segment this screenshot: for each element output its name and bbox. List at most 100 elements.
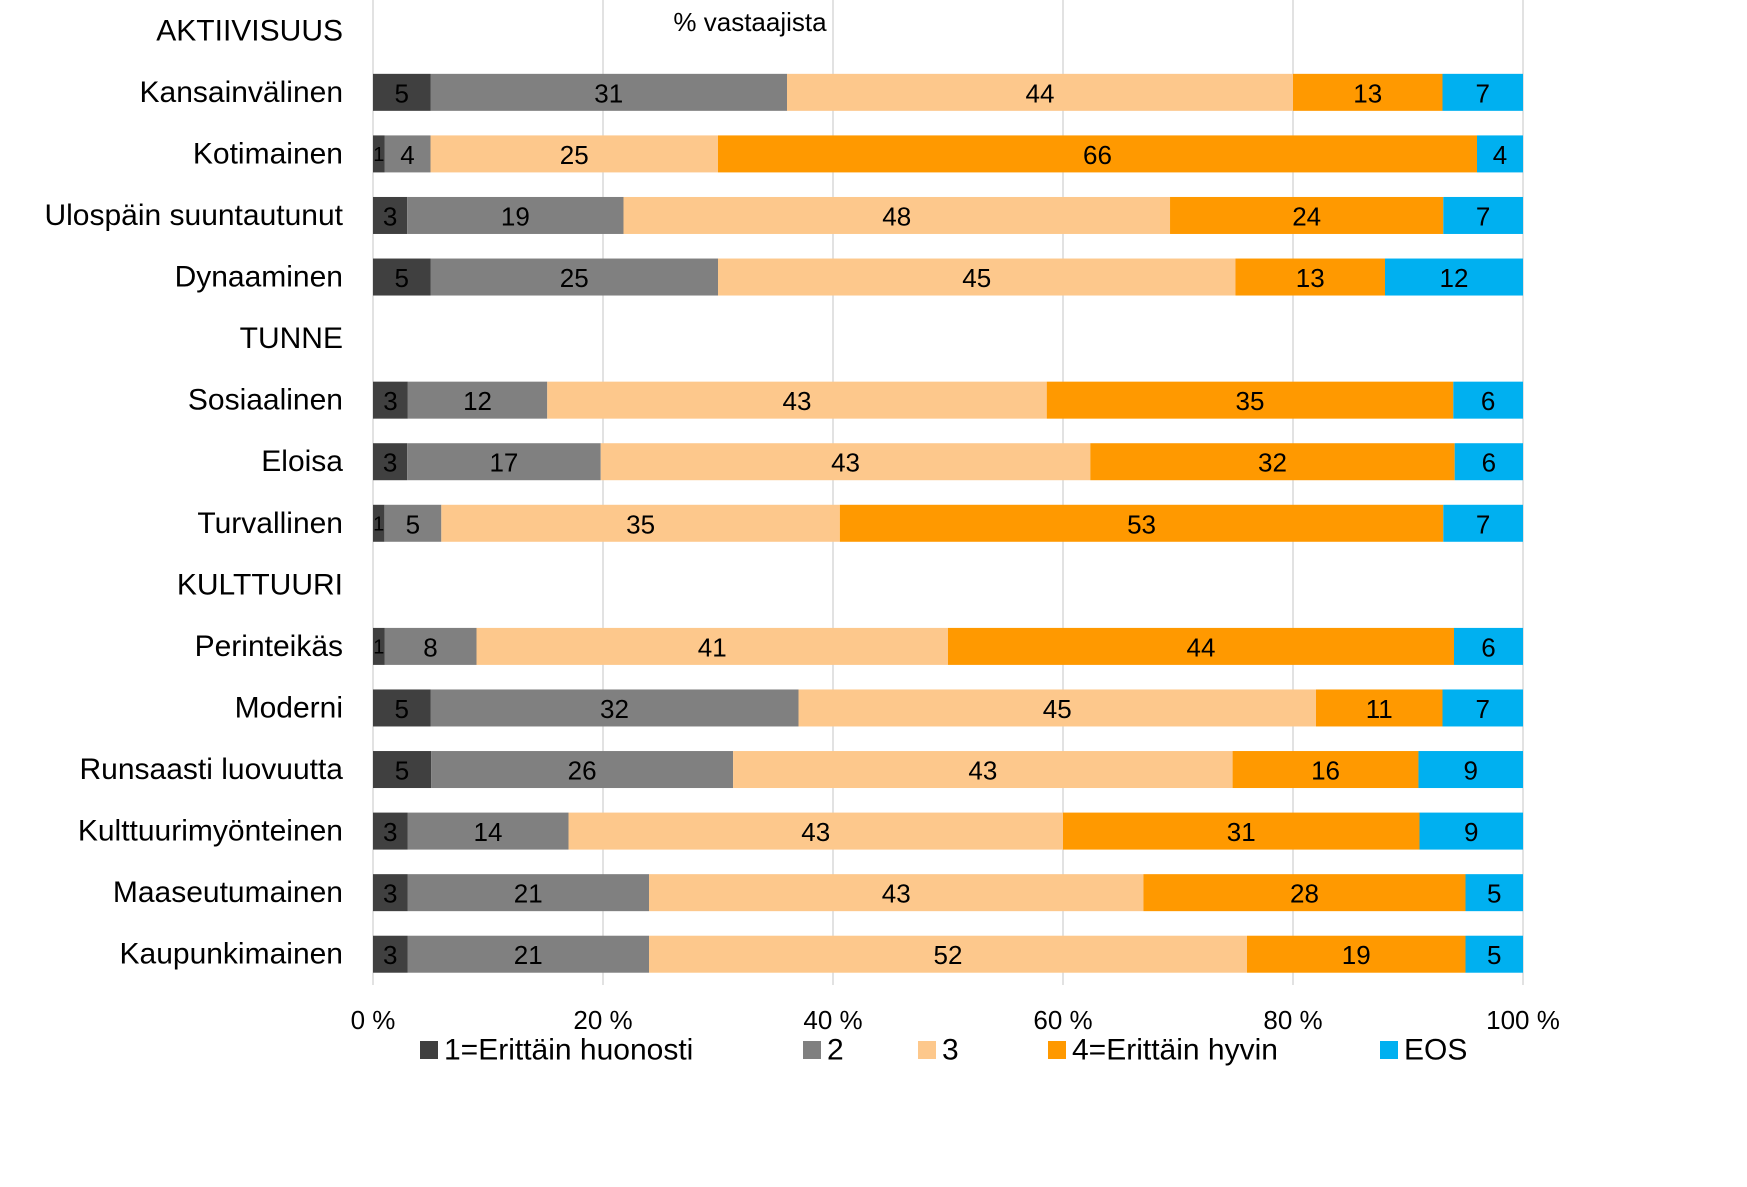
bar-segment <box>1293 73 1443 111</box>
data-label: 43 <box>801 817 830 847</box>
y-tick-label: Eloisa <box>261 445 343 478</box>
bar-segment <box>430 689 799 727</box>
data-label: 35 <box>626 509 655 539</box>
bar-segment <box>1385 258 1523 296</box>
data-label: 3 <box>383 448 397 478</box>
legend-swatch <box>1048 1041 1066 1059</box>
bar-segment <box>1443 504 1523 542</box>
data-label: 45 <box>962 263 991 293</box>
data-label: 6 <box>1482 448 1496 478</box>
y-tick-label: Dynaaminen <box>175 261 343 294</box>
data-label: 3 <box>383 879 397 909</box>
y-tick-label: Kulttuurimyönteinen <box>78 815 343 848</box>
data-label: 43 <box>783 386 812 416</box>
data-label: 3 <box>383 817 397 847</box>
data-label: 6 <box>1481 632 1495 662</box>
bar-segment <box>1442 689 1523 727</box>
y-tick-label: AKTIIVISUUS <box>156 14 343 47</box>
bar-segment <box>649 874 1144 912</box>
bar-segment <box>798 689 1316 727</box>
bar-segment <box>373 196 408 234</box>
data-label: 1 <box>373 144 384 166</box>
data-label: 7 <box>1476 509 1490 539</box>
bar-segment <box>441 504 840 542</box>
bar-segment <box>407 812 569 850</box>
bar-segment <box>407 381 548 419</box>
bar-segment <box>1453 381 1523 419</box>
x-tick-label: 60 % <box>1033 1005 1092 1035</box>
bar-segment <box>1443 196 1523 234</box>
data-label: 21 <box>514 879 543 909</box>
bar-segment <box>431 751 734 789</box>
y-tick-label: Moderni <box>235 691 343 724</box>
data-label: 1 <box>373 513 384 535</box>
data-label: 44 <box>1187 632 1216 662</box>
data-label: 3 <box>383 940 397 970</box>
bar-segment <box>384 627 477 665</box>
bar-segment <box>373 381 408 419</box>
legend-swatch <box>1380 1041 1398 1059</box>
x-tick-label: 100 % <box>1486 1005 1560 1035</box>
data-label: 32 <box>1258 448 1287 478</box>
bar-segment <box>1465 935 1523 973</box>
bar-segment <box>373 689 431 727</box>
legend-label: 3 <box>942 1034 959 1067</box>
y-tick-label: Kansainvälinen <box>140 76 343 109</box>
data-label: 28 <box>1290 879 1319 909</box>
data-label: 5 <box>1487 879 1501 909</box>
data-label: 53 <box>1127 509 1156 539</box>
bar-segment <box>623 196 1171 234</box>
bar-segment <box>568 812 1063 850</box>
legend-label: EOS <box>1404 1034 1467 1067</box>
data-label: 5 <box>406 509 420 539</box>
bar-segment <box>1235 258 1385 296</box>
bar-segment <box>1454 443 1523 481</box>
data-label: 25 <box>560 263 589 293</box>
y-tick-label: Maaseutumainen <box>113 876 343 909</box>
data-label: 4 <box>400 140 414 170</box>
data-label: 17 <box>489 448 518 478</box>
data-label: 26 <box>568 756 597 786</box>
data-label: 16 <box>1311 756 1340 786</box>
bar-segment <box>373 73 431 111</box>
bar-segment <box>430 135 718 173</box>
x-tick-label: 20 % <box>573 1005 632 1035</box>
data-label: 12 <box>463 386 492 416</box>
bar-segment <box>1465 874 1523 912</box>
bar-segment <box>1247 935 1466 973</box>
data-label: 19 <box>1342 940 1371 970</box>
data-label: 52 <box>934 940 963 970</box>
data-label: 44 <box>1026 78 1055 108</box>
bar-segment <box>373 751 432 789</box>
bar-segment <box>733 751 1233 789</box>
y-tick-label: KULTTUURI <box>177 568 343 601</box>
data-label: 5 <box>395 263 409 293</box>
bar-segment <box>373 874 408 912</box>
data-label: 1 <box>373 636 384 658</box>
legend-swatch <box>803 1041 821 1059</box>
bar-segment <box>1418 751 1523 789</box>
data-label: 13 <box>1353 78 1382 108</box>
y-tick-label: Sosiaalinen <box>188 384 343 417</box>
data-label: 9 <box>1464 817 1478 847</box>
bar-segment <box>407 935 649 973</box>
data-label: 43 <box>882 879 911 909</box>
bar-segment <box>718 258 1236 296</box>
bar-segment <box>1046 381 1454 419</box>
bar-segment <box>384 135 431 173</box>
data-label: 12 <box>1440 263 1469 293</box>
bar-segment <box>384 504 442 542</box>
bar-segment <box>373 812 408 850</box>
bar-segment <box>1316 689 1443 727</box>
data-label: 25 <box>560 140 589 170</box>
legend-swatch <box>918 1041 936 1059</box>
axis-title: % vastaajista <box>673 7 827 37</box>
x-tick-label: 80 % <box>1263 1005 1322 1035</box>
data-label: 19 <box>501 201 530 231</box>
bar-segment <box>407 196 624 234</box>
data-label: 5 <box>395 694 409 724</box>
data-label: 21 <box>514 940 543 970</box>
data-label: 11 <box>1366 694 1393 724</box>
y-tick-label: Runsaasti luovuutta <box>80 753 344 786</box>
